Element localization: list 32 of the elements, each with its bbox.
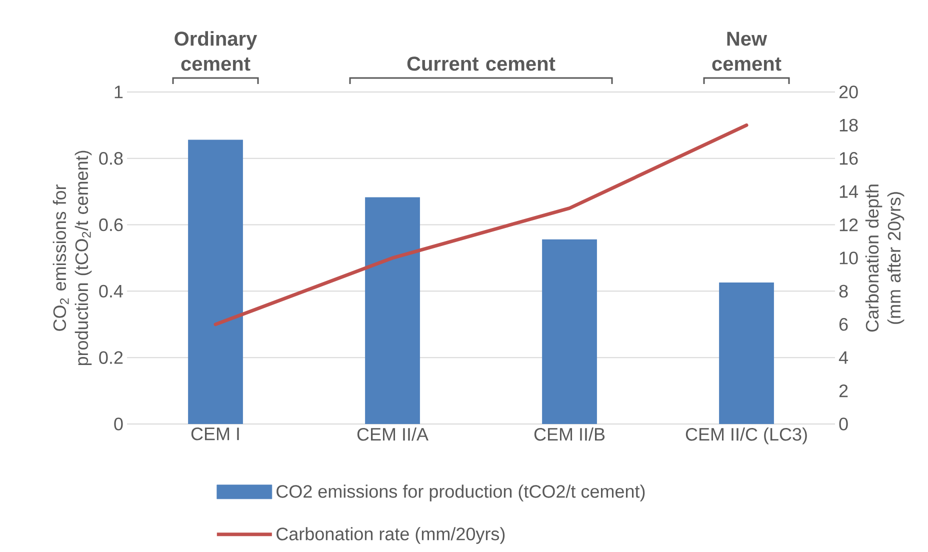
y-tick-label: 1 (114, 86, 123, 98)
bar (719, 282, 774, 424)
line-series (214, 123, 748, 326)
x-tick-label: CEM II/B (534, 428, 605, 441)
y2-tick-label: 4 (838, 351, 848, 364)
y2-tick-label: 2 (839, 384, 848, 398)
y2-tick-label: 0 (839, 418, 848, 430)
text: Ordinary cement (174, 31, 258, 71)
y-tick-label: 0.6 (99, 218, 123, 232)
legend-label: Carbonation rate (mm/20yrs) (276, 527, 505, 544)
x-tick-label: CEM II/C (LC3) (686, 428, 807, 444)
y2-tick-label: 14 (840, 185, 858, 198)
legend-label: CO2 emissions for production (tCO2/t cement) (276, 484, 645, 502)
y2-tick-label: 12 (840, 218, 858, 232)
y2-tick-label: 10 (840, 252, 858, 264)
text: Current cement (407, 56, 556, 71)
y-tick-label: 0.4 (99, 284, 123, 298)
bar (542, 239, 597, 424)
x-tick-label: CEM II/A (357, 428, 428, 441)
y2-axis-title: Carbonation depth (mm after 20yrs) (865, 184, 904, 332)
y2-tick-label: 16 (840, 152, 858, 165)
y-tick-label: 0.2 (99, 351, 123, 364)
x-tick-label: CEM I (191, 428, 239, 440)
bar (188, 140, 243, 424)
y2-tick-label: 6 (839, 318, 848, 331)
y-tick-label: 0 (114, 418, 123, 430)
y-tick-label: 0.8 (99, 152, 123, 165)
y2-tick-label: 8 (839, 284, 848, 298)
bar (365, 197, 420, 424)
text: New cement (712, 32, 782, 71)
y2-tick-label: 18 (840, 118, 858, 132)
y2-tick-label: 20 (839, 86, 858, 98)
